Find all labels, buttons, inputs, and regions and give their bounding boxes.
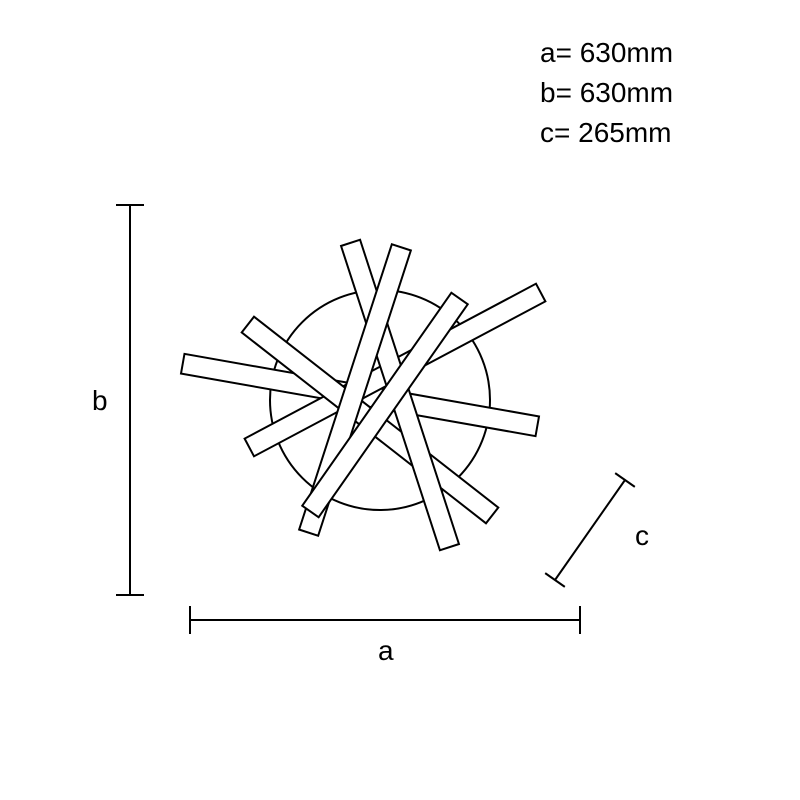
legend-line-a: a= 630mm (540, 37, 673, 68)
diagram-svg: a= 630mm b= 630mm c= 265mm a b c (0, 0, 800, 800)
legend-line-b: b= 630mm (540, 77, 673, 108)
dim-label-b: b (92, 385, 108, 416)
legend-line-c: c= 265mm (540, 117, 672, 148)
dim-label-c: c (635, 520, 649, 551)
dim-label-a: a (378, 635, 394, 666)
dim-line-c (555, 480, 625, 580)
product-figure (181, 240, 545, 551)
